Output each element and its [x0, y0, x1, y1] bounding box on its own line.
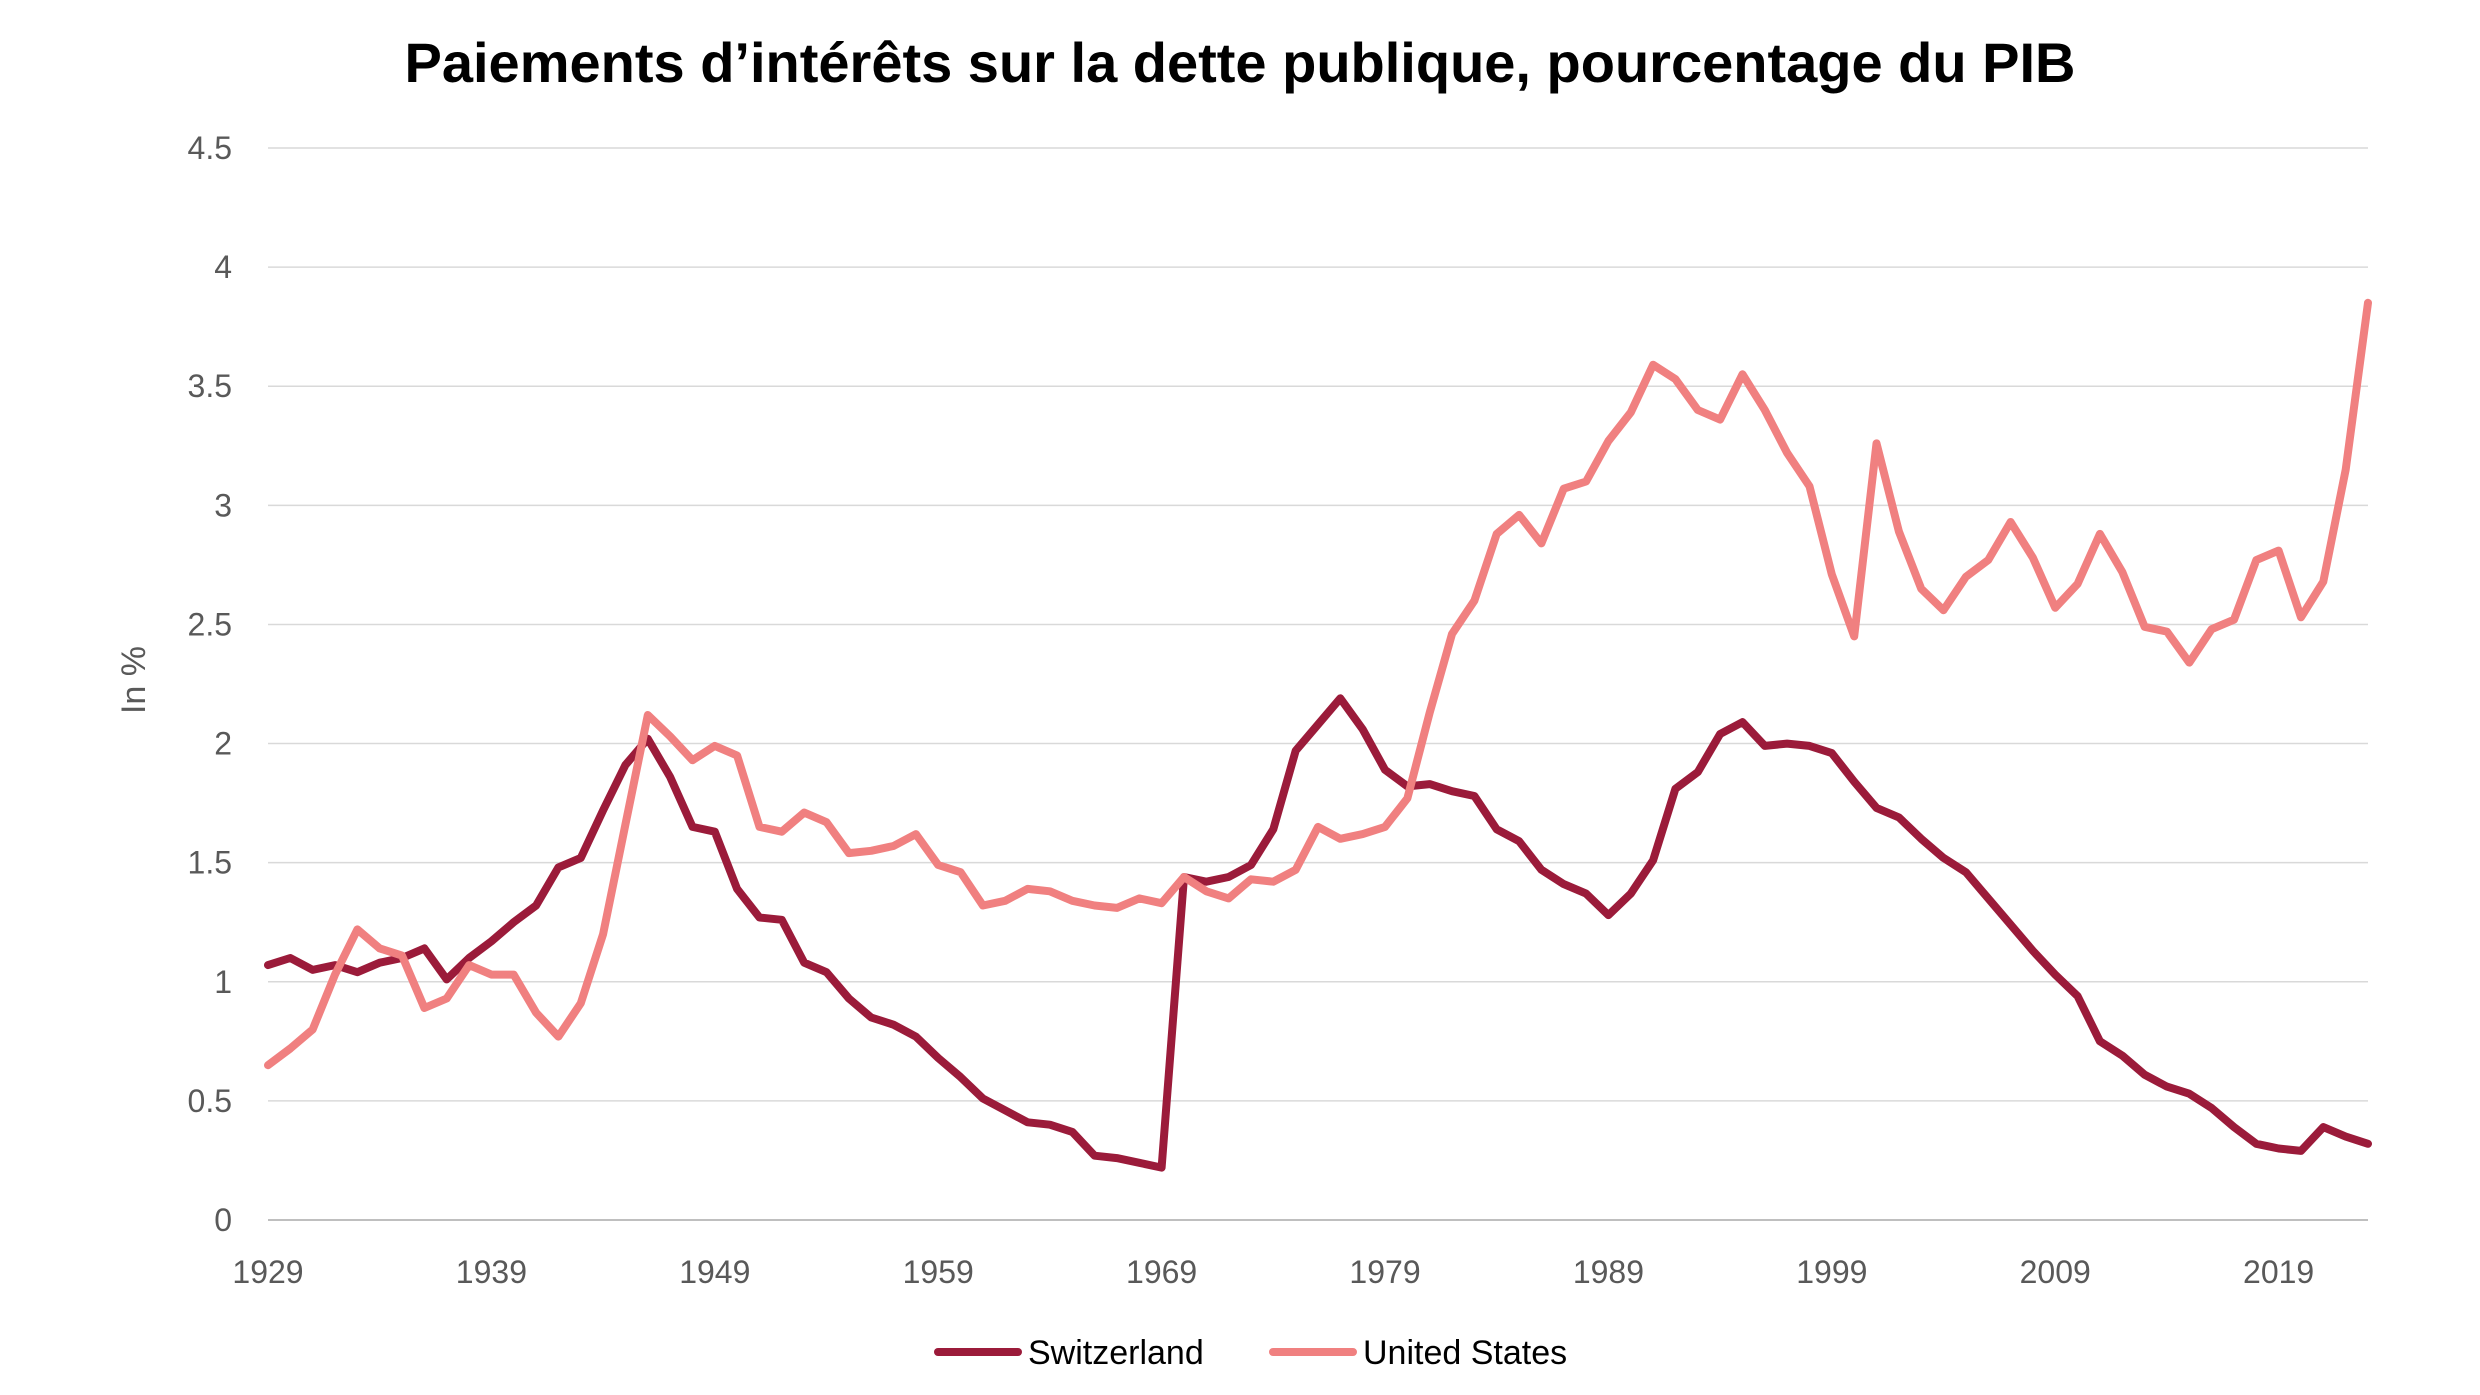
- y-tick-label: 3: [214, 487, 232, 523]
- x-tick-label: 1979: [1349, 1254, 1420, 1290]
- y-tick-label: 1.5: [188, 845, 232, 881]
- y-tick-label: 0.5: [188, 1083, 232, 1119]
- series-line-united-states: [264, 298, 2372, 1070]
- x-tick-label: 1989: [1573, 1254, 1644, 1290]
- x-tick-label: 1949: [679, 1254, 750, 1290]
- x-tick-label: 1999: [1796, 1254, 1867, 1290]
- y-tick-label: 4.5: [188, 130, 232, 166]
- x-tick-label: 1959: [903, 1254, 974, 1290]
- y-tick-label: 0: [214, 1202, 232, 1238]
- legend-label: United States: [1363, 1334, 1567, 1372]
- y-tick-label: 1: [214, 964, 232, 1000]
- legend: Switzerland United States: [934, 1334, 1567, 1372]
- y-tick-label: 2.5: [188, 606, 232, 642]
- x-tick-label: 1939: [456, 1254, 527, 1290]
- y-axis-label: In %: [115, 646, 153, 714]
- gridlines: [268, 147, 2368, 1221]
- y-tick-label: 3.5: [188, 368, 232, 404]
- legend-label: Switzerland: [1028, 1334, 1204, 1372]
- x-tick-label: 1929: [232, 1254, 303, 1290]
- y-tick-label: 4: [214, 249, 232, 285]
- series-line-switzerland: [264, 694, 2372, 1172]
- x-tick-label: 2019: [2243, 1254, 2314, 1290]
- y-tick-label: 2: [214, 726, 232, 762]
- y-axis-ticks: 0 0.5 1 1.5 2 2.5 3 3.5 4 4.5: [188, 130, 232, 1238]
- x-axis-ticks: 1929 1939 1949 1959 1969 1979 1989 1999 2009 2019: [232, 1254, 2314, 1290]
- chart-title: Paiements d’intérêts sur la dette publiq…: [404, 31, 2076, 94]
- x-tick-label: 1969: [1126, 1254, 1197, 1290]
- series-lines: [264, 298, 2372, 1172]
- x-tick-label: 2009: [2020, 1254, 2091, 1290]
